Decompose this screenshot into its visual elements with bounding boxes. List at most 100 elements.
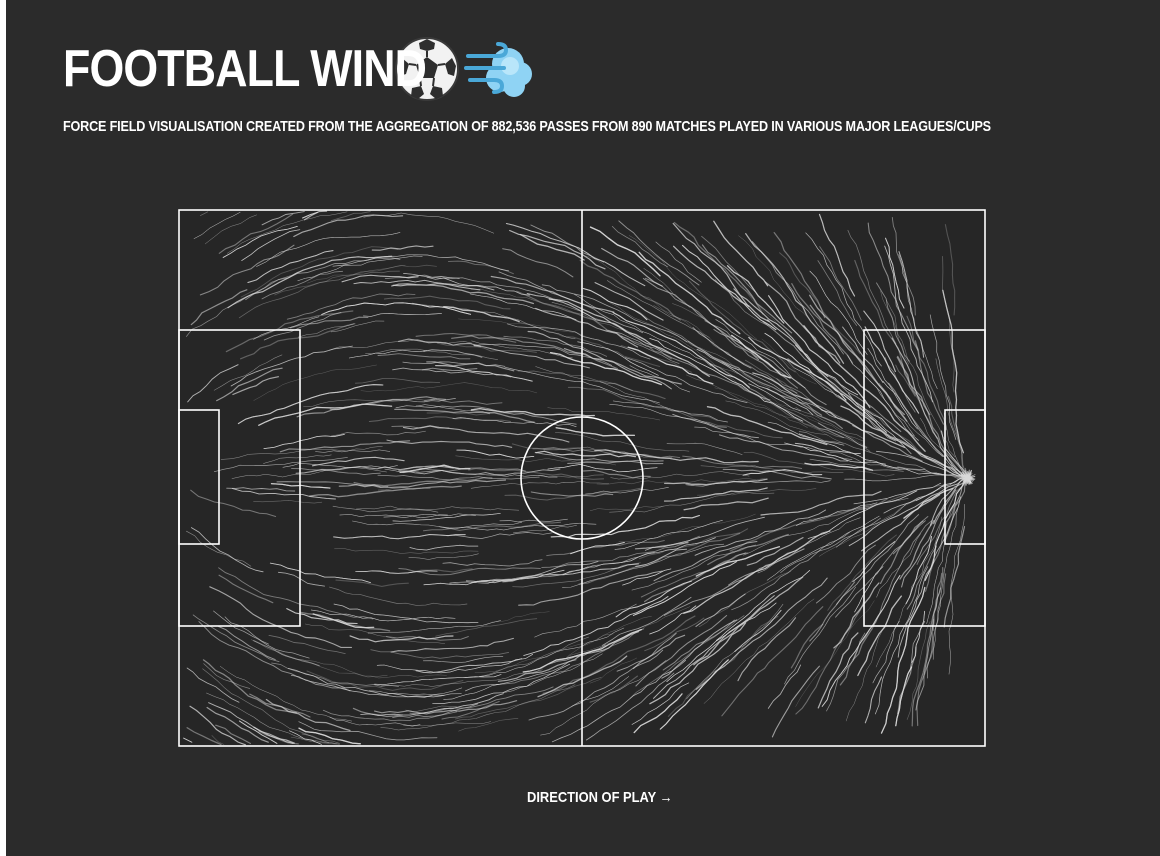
streamline — [602, 596, 692, 646]
streamline — [731, 334, 791, 379]
streamline — [852, 541, 896, 582]
streamline — [206, 706, 269, 743]
streamline — [664, 478, 768, 486]
streamline — [409, 544, 479, 551]
streamline — [502, 653, 603, 694]
streamline — [787, 360, 896, 442]
streamline — [579, 259, 681, 321]
streamline — [263, 312, 342, 341]
streamline — [470, 288, 626, 331]
streamline — [528, 649, 664, 721]
streamline — [465, 659, 577, 692]
streamline — [253, 726, 295, 744]
streamline — [352, 520, 523, 529]
streamline — [644, 552, 747, 603]
streamline — [224, 616, 269, 645]
streamline — [551, 659, 686, 743]
streamline — [612, 400, 728, 423]
streamline — [471, 340, 573, 359]
streamline — [381, 669, 543, 687]
streamline — [817, 260, 858, 326]
streamline — [642, 277, 760, 361]
soccer-ball-icon — [395, 37, 459, 101]
streamline — [762, 321, 902, 432]
streamline — [377, 474, 540, 481]
streamline — [826, 632, 866, 712]
streamline — [701, 235, 756, 292]
streamline — [499, 518, 568, 523]
streamline — [334, 548, 479, 554]
streamline — [707, 533, 789, 566]
streamline — [380, 721, 491, 731]
streamline — [263, 312, 342, 341]
streamline — [818, 213, 856, 297]
streamline — [599, 381, 666, 400]
streamline — [798, 433, 947, 476]
streamline — [697, 488, 817, 496]
streamline — [213, 354, 283, 391]
streamline — [368, 416, 512, 423]
streamline — [386, 439, 513, 448]
streamline — [271, 662, 399, 687]
streamline — [190, 289, 248, 326]
streamline — [206, 692, 340, 745]
streamline — [574, 294, 712, 367]
streamline — [640, 552, 749, 598]
streamline — [423, 398, 503, 405]
streamline — [589, 226, 661, 277]
streamline — [635, 548, 688, 567]
streamline — [948, 503, 965, 675]
streamline — [392, 703, 479, 718]
streamline — [686, 603, 784, 700]
streamline — [190, 489, 277, 518]
streamline — [909, 620, 926, 670]
streamline — [601, 247, 663, 287]
streamline — [577, 341, 659, 376]
streamline — [312, 613, 375, 629]
streamline — [303, 398, 436, 407]
streamline — [297, 255, 423, 282]
streamline — [532, 447, 681, 459]
streamline — [253, 640, 320, 667]
streamline — [586, 672, 675, 741]
streamline — [628, 235, 758, 340]
streamline — [476, 561, 599, 582]
streamline — [355, 570, 438, 574]
streamline — [522, 629, 642, 673]
streamline — [198, 621, 351, 692]
pitch — [178, 209, 986, 747]
pitch-svg — [178, 209, 986, 747]
streamline — [192, 614, 280, 663]
streamline — [226, 211, 348, 254]
streamline — [360, 693, 504, 716]
streamline — [198, 621, 351, 692]
streamline — [211, 735, 225, 745]
streamline — [293, 214, 404, 238]
streamline — [898, 251, 925, 358]
streamline — [649, 622, 747, 705]
streamline — [771, 665, 820, 738]
streamline — [190, 289, 248, 326]
streamline — [891, 216, 916, 316]
streamline — [390, 637, 514, 653]
streamline — [442, 559, 543, 567]
streamline — [370, 649, 510, 659]
streamline — [821, 575, 901, 707]
streamline — [371, 245, 434, 251]
streamline — [929, 314, 957, 440]
streamline — [875, 516, 943, 668]
streamline — [649, 338, 804, 422]
streamline — [368, 687, 463, 695]
streamline — [405, 705, 457, 712]
streamline — [199, 244, 295, 296]
streamline — [714, 279, 769, 327]
streamline — [470, 480, 609, 489]
streamline — [790, 623, 824, 669]
streamline — [746, 537, 804, 566]
streamline — [263, 454, 332, 464]
streamline — [864, 676, 883, 724]
streamline — [666, 602, 777, 682]
streamline — [215, 724, 252, 745]
streamline — [391, 283, 535, 305]
streamline — [470, 407, 595, 417]
